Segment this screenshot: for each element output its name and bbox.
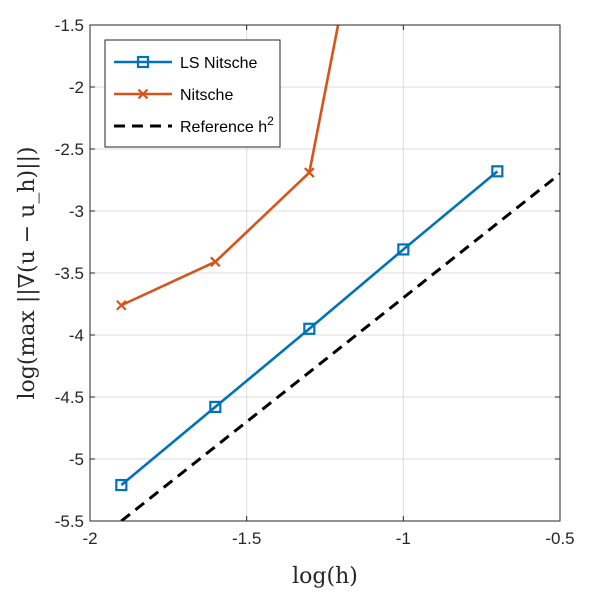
legend-item: Nitsche bbox=[114, 87, 233, 104]
data-point bbox=[116, 299, 127, 311]
grid bbox=[89, 24, 561, 522]
series-line bbox=[120, 172, 560, 521]
data-point bbox=[209, 400, 222, 414]
ticks: -2 -1.5 -1 -0.5 -1.5 -2 -2.5 -3 -3.5 -4 -4.5 -5 -5.5 bbox=[55, 16, 575, 548]
y-tick-label: -4.5 bbox=[55, 388, 84, 407]
series-line bbox=[120, 25, 340, 307]
y-tick-label: -4 bbox=[69, 326, 84, 345]
y-tick-label: -5.5 bbox=[55, 512, 84, 531]
y-axis-label: log(max ||∇(u − u_h)||) bbox=[15, 146, 40, 399]
data-point bbox=[304, 167, 315, 178]
series-reference-h bbox=[120, 172, 560, 521]
x-tick-label: -2 bbox=[82, 529, 97, 548]
data-point bbox=[210, 256, 221, 268]
y-tick-label: -3.5 bbox=[55, 264, 84, 283]
x-tick-label: -0.5 bbox=[545, 529, 574, 548]
y-tick-label: -5 bbox=[69, 450, 84, 469]
y-tick-label: -3 bbox=[69, 202, 84, 221]
x-tick-label: -1 bbox=[396, 529, 411, 548]
legend: LS Nitsche Nitsche Reference h2 bbox=[104, 39, 281, 148]
y-tick-label: -2.5 bbox=[55, 140, 84, 159]
legend-label: Nitsche bbox=[180, 87, 233, 104]
data-point bbox=[303, 322, 316, 335]
y-tick-label: -1.5 bbox=[55, 16, 84, 35]
data-point bbox=[491, 165, 504, 178]
legend-marker bbox=[137, 88, 149, 100]
x-tick-label: -1.5 bbox=[232, 529, 261, 548]
legend-superscript: 2 bbox=[267, 114, 274, 128]
legend-marker bbox=[136, 55, 150, 69]
series-line bbox=[120, 170, 499, 487]
series-layer bbox=[115, 25, 560, 521]
series-nitsche bbox=[116, 25, 340, 311]
y-tick-label: -2 bbox=[69, 78, 84, 97]
data-point bbox=[115, 478, 128, 492]
legend-item: LS Nitsche bbox=[114, 55, 257, 72]
legend-label: LS Nitsche bbox=[180, 55, 257, 72]
x-axis-label: log(h) bbox=[292, 564, 358, 589]
series-ls-nitsche bbox=[115, 165, 504, 492]
legend-item: Reference h2 bbox=[114, 114, 274, 136]
legend-label: Reference h2 bbox=[180, 114, 274, 136]
data-point bbox=[397, 243, 410, 256]
